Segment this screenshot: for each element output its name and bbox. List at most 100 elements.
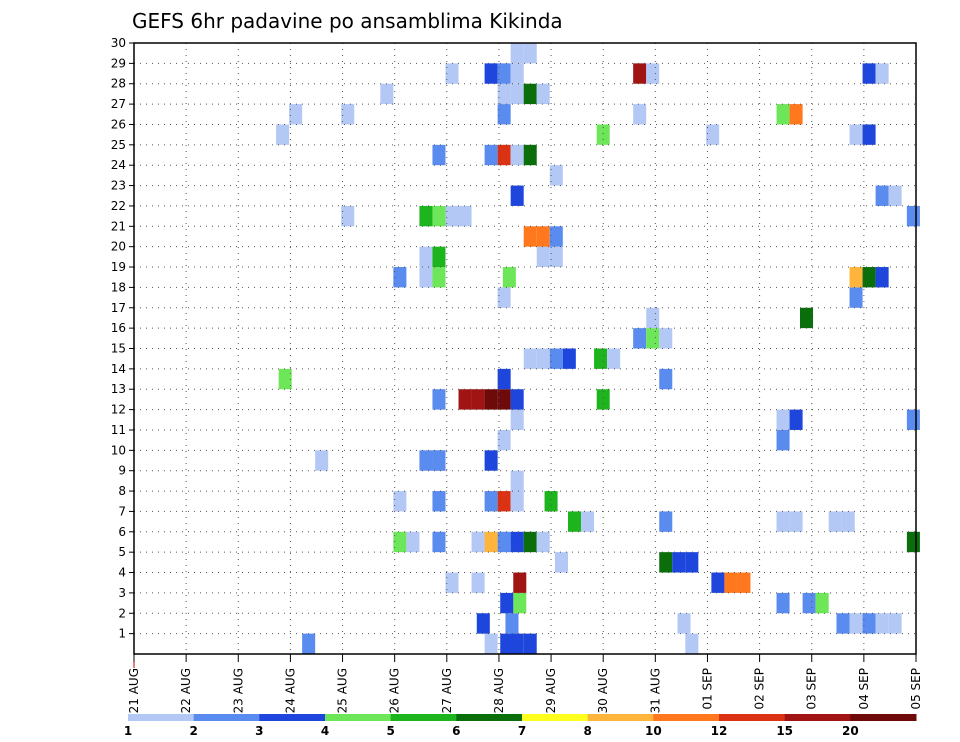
precip-cell — [510, 83, 524, 105]
precip-cell — [607, 348, 621, 369]
precip-cell — [458, 389, 472, 410]
precip-cell — [849, 267, 863, 288]
precip-cell — [510, 389, 524, 410]
colorbar: 1 2 3 4 5 6 7 8 10 12 15 20 — [124, 714, 917, 738]
precip-cell — [315, 450, 329, 471]
y-tick-label: 29 — [111, 56, 126, 70]
precip-cell — [776, 429, 790, 451]
colorbar-label: 2 — [189, 724, 197, 738]
y-tick-label: 19 — [111, 260, 126, 274]
colorbar-label: 6 — [452, 724, 460, 738]
x-axis: 21 AUG 22 AUG 23 AUG 24 AUG 25 AUG 26 AUG 27 A… — [127, 654, 923, 713]
precip-cell — [484, 63, 498, 84]
y-tick-label: 11 — [111, 423, 126, 437]
colorbar-label: 12 — [711, 724, 728, 738]
precip-cell — [549, 348, 563, 369]
y-tick-label: 16 — [111, 321, 126, 335]
precip-cell — [776, 592, 790, 614]
precip-cell — [432, 267, 446, 288]
precip-cell — [484, 491, 498, 512]
precip-cell — [906, 205, 920, 227]
x-tick-label: 21 AUG — [127, 668, 141, 713]
colorbar-swatch — [522, 714, 589, 721]
precip-cell — [513, 592, 527, 614]
precip-cell — [862, 613, 876, 634]
precip-cell — [875, 63, 889, 84]
y-tick-label: 30 — [111, 36, 126, 50]
precip-cell — [484, 450, 498, 471]
colorbar-label: 8 — [583, 724, 591, 738]
precip-cell — [497, 287, 511, 308]
precip-cell — [393, 491, 407, 512]
precip-cell — [302, 633, 316, 654]
precip-cell — [380, 83, 394, 105]
x-tick-label: 03 SEP — [805, 668, 819, 710]
precip-cell — [510, 409, 524, 430]
precip-cell — [888, 185, 902, 206]
precip-cell — [471, 572, 485, 593]
colorbar-swatch — [456, 714, 523, 721]
precip-cell — [562, 348, 576, 369]
precip-cell — [497, 389, 511, 410]
precip-cell — [875, 185, 889, 206]
precip-cell — [836, 613, 850, 634]
y-tick-label: 23 — [111, 179, 126, 193]
precip-cell — [849, 613, 863, 634]
precip-cell — [432, 144, 446, 166]
y-tick-label: 2 — [118, 606, 126, 620]
precip-cell — [419, 246, 433, 268]
precip-cell — [341, 205, 355, 227]
y-tick-label: 27 — [111, 97, 126, 111]
precip-cell — [536, 246, 550, 268]
precip-cell — [828, 511, 842, 532]
colorbar-swatch — [784, 714, 851, 721]
colorbar-label: 15 — [776, 724, 793, 738]
precip-cell — [776, 104, 790, 125]
precip-cell — [523, 144, 537, 166]
precip-cell — [419, 450, 433, 471]
colorbar-label: 1 — [124, 724, 132, 738]
precip-cell — [445, 572, 459, 593]
x-tick-label: 05 SEP — [909, 668, 923, 710]
y-tick-label: 6 — [118, 525, 126, 539]
precip-cell — [500, 633, 514, 654]
precip-cell — [497, 429, 511, 451]
y-tick-label: 18 — [111, 280, 126, 294]
precip-cell — [406, 531, 420, 553]
x-tick-label: 28 AUG — [492, 668, 506, 713]
colorbar-swatch — [719, 714, 786, 721]
precip-cell — [594, 348, 608, 369]
precip-cell — [815, 592, 829, 614]
cell-layer — [276, 43, 920, 654]
y-tick-label: 25 — [111, 138, 126, 152]
y-tick-label: 9 — [118, 464, 126, 478]
precip-cell — [800, 307, 814, 329]
precip-cell — [646, 63, 660, 84]
colorbar-swatch — [259, 714, 326, 721]
colorbar-swatch — [587, 714, 654, 721]
colorbar-swatch — [653, 714, 720, 721]
precip-cell — [289, 104, 303, 125]
precip-cell — [497, 491, 511, 512]
precip-cell — [646, 328, 660, 349]
x-tick-label: 31 AUG — [648, 668, 662, 713]
precip-cell — [432, 246, 446, 268]
precip-cell — [458, 205, 472, 227]
precip-cell — [596, 124, 610, 145]
grid-layer — [134, 43, 916, 654]
precip-cell — [484, 531, 498, 553]
precip-cell — [497, 104, 511, 125]
x-tick-label: 29 AUG — [544, 668, 558, 713]
precip-cell — [523, 531, 537, 553]
colorbar-swatch — [325, 714, 392, 721]
y-axis: 1234567891011121314151617181920212223242… — [111, 36, 134, 641]
precip-cell — [510, 43, 524, 64]
precip-cell — [596, 389, 610, 410]
precip-cell — [789, 104, 803, 125]
precip-cell — [497, 144, 511, 166]
precip-cell — [432, 205, 446, 227]
precip-cell — [776, 409, 790, 430]
precip-cell — [549, 246, 563, 268]
y-tick-label: 22 — [111, 199, 126, 213]
